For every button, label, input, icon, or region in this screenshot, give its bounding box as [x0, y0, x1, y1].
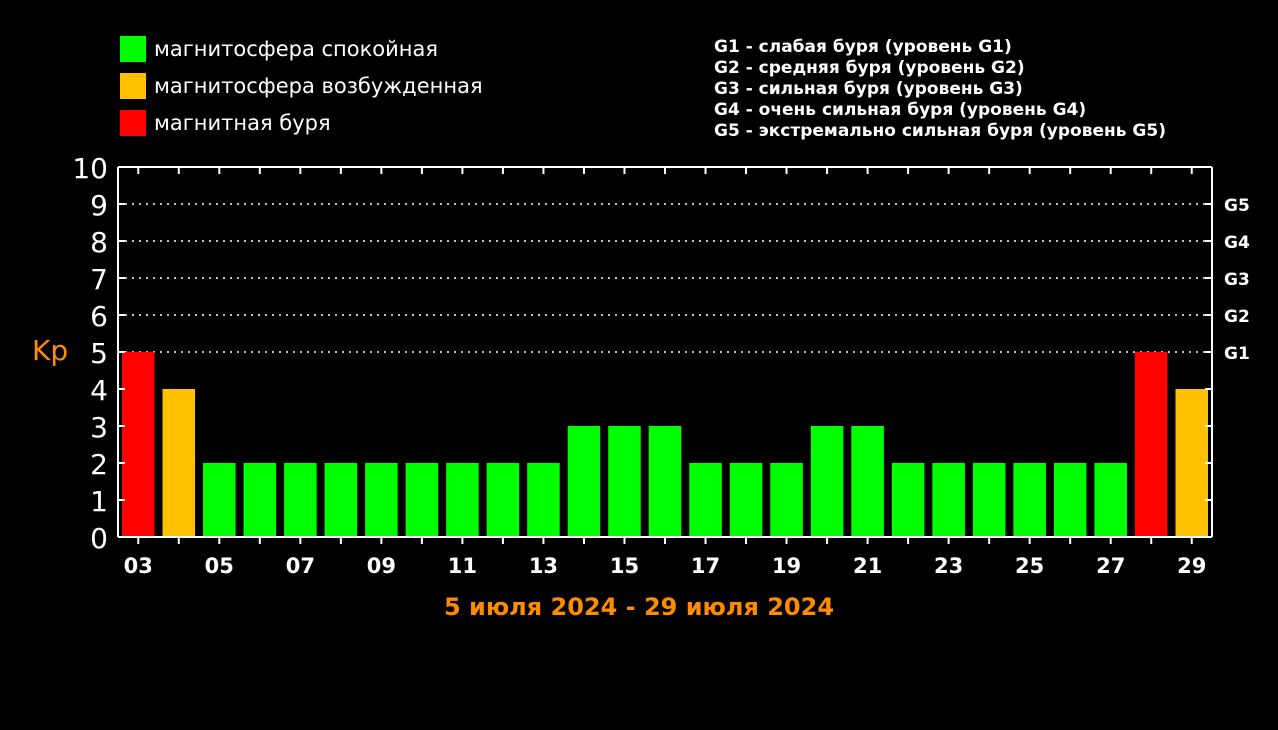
legend-label-storm: магнитная буря [154, 111, 331, 135]
x-tick-label-11: 11 [448, 554, 477, 578]
y-tick-label-5: 5 [90, 337, 108, 370]
y-tick-label-4: 4 [90, 374, 108, 407]
date-range: 5 июля 2024 - 29 июля 2024 [443, 593, 835, 621]
y-tick-label-8: 8 [90, 226, 108, 259]
bar-17 [689, 463, 722, 537]
x-tick-label-21: 21 [853, 554, 882, 578]
bar-15 [608, 426, 641, 537]
bar-28 [1134, 352, 1168, 537]
bar-04 [162, 389, 196, 537]
bar-19 [770, 463, 803, 537]
legend-swatch-excited [120, 73, 146, 99]
y-tick-label-0: 0 [90, 522, 108, 555]
bar-24 [972, 463, 1006, 537]
x-tick-label-25: 25 [1015, 554, 1044, 578]
bar-18 [729, 463, 763, 537]
y-tick-label-9: 9 [90, 189, 108, 222]
y-tick-label-3: 3 [90, 411, 108, 444]
g-level-g3: G3 - сильная буря (уровень G3) [714, 79, 1023, 99]
g-level-g2: G2 - средняя буря (уровень G2) [714, 58, 1025, 78]
x-tick-label-09: 09 [367, 554, 396, 578]
g-level-g1: G1 - слабая буря (уровень G1) [714, 37, 1012, 57]
right-axis-label-g2: G2 [1224, 307, 1250, 327]
legend-label-excited: магнитосфера возбужденная [154, 74, 483, 98]
bar-14 [567, 426, 601, 537]
g-level-g5: G5 - экстремально сильная буря (уровень … [714, 121, 1166, 141]
bar-27 [1094, 463, 1127, 537]
bar-05 [203, 463, 236, 537]
legend-label-calm: магнитосфера спокойная [154, 37, 439, 61]
bar-08 [324, 463, 358, 537]
y-tick-label-10: 10 [72, 152, 108, 185]
legend-item-calm: магнитосфера спокойная [120, 36, 438, 62]
bar-23 [932, 463, 965, 537]
x-tick-label-15: 15 [610, 554, 639, 578]
bar-10 [405, 463, 439, 537]
bar-16 [648, 426, 682, 537]
g-levels-legend: G1 - слабая буря (уровень G1) G2 - средн… [714, 37, 1166, 142]
x-tick-label-05: 05 [205, 554, 234, 578]
bar-07 [284, 463, 317, 537]
x-tick-label-23: 23 [934, 554, 963, 578]
y-tick-label-1: 1 [90, 485, 108, 518]
bar-26 [1053, 463, 1087, 537]
bar-21 [851, 426, 884, 537]
x-tick-label-13: 13 [529, 554, 558, 578]
x-tick-label-19: 19 [772, 554, 801, 578]
bar-11 [446, 463, 479, 537]
bar-13 [527, 463, 560, 537]
bar-20 [810, 426, 844, 537]
x-tick-label-29: 29 [1177, 554, 1206, 578]
right-axis-label-g5: G5 [1224, 196, 1250, 216]
g-level-g4: G4 - очень сильная буря (уровень G4) [714, 100, 1087, 120]
x-tick-label-27: 27 [1096, 554, 1125, 578]
right-axis-label-g3: G3 [1224, 270, 1250, 290]
y-axis-title: Kp [32, 334, 69, 367]
x-tick-label-17: 17 [691, 554, 720, 578]
bar-22 [891, 463, 925, 537]
legend-swatch-calm [120, 36, 146, 62]
legend-swatch-storm [120, 110, 146, 136]
y-tick-label-7: 7 [90, 263, 108, 296]
bar-06 [243, 463, 277, 537]
bar-12 [486, 463, 520, 537]
legend-item-storm: магнитная буря [120, 110, 331, 136]
legend-item-excited: магнитосфера возбужденная [120, 73, 483, 99]
bar-03 [122, 352, 155, 537]
x-tick-label-07: 07 [286, 554, 315, 578]
bar-25 [1013, 463, 1046, 537]
y-tick-label-6: 6 [90, 300, 108, 333]
y-tick-label-2: 2 [90, 448, 108, 481]
x-tick-label-03: 03 [124, 554, 153, 578]
bar-09 [365, 463, 398, 537]
right-axis-label-g1: G1 [1224, 344, 1250, 364]
bar-29 [1175, 389, 1208, 537]
right-axis-label-g4: G4 [1224, 233, 1250, 253]
